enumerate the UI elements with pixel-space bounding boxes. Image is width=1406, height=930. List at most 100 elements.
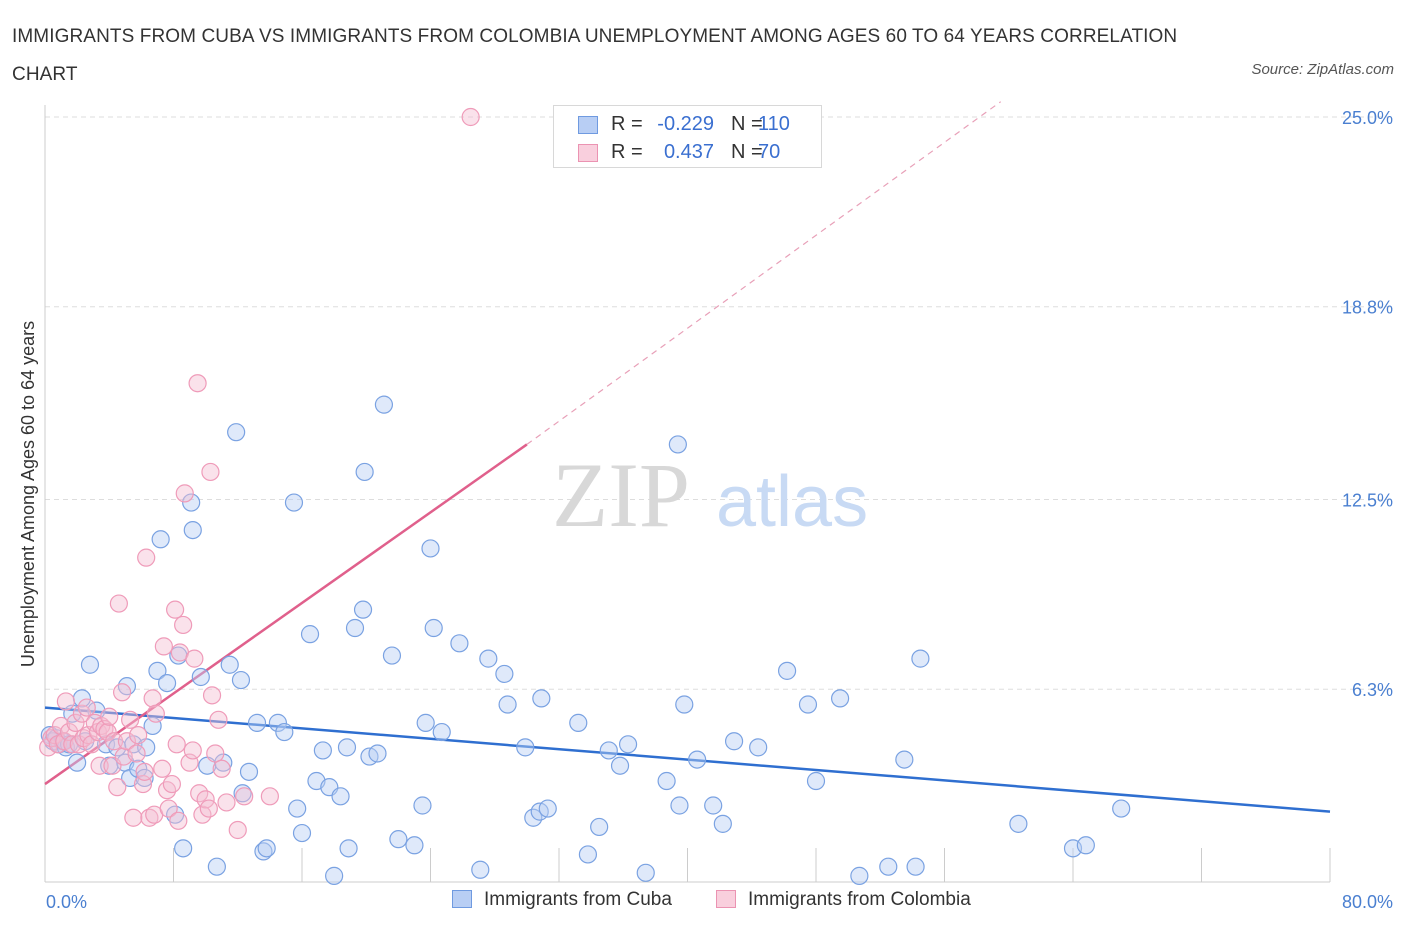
cuba-point (599, 741, 618, 760)
legend-r-label: R = (611, 113, 643, 135)
cuba-point (207, 857, 226, 876)
cuba-point (911, 649, 930, 668)
colombia-point (235, 787, 254, 806)
cuba-point (424, 618, 443, 638)
x-tick-label: 0.0% (46, 892, 87, 912)
colombia-point (117, 732, 137, 751)
x-tick-label: 80.0% (1342, 892, 1393, 912)
correlation-legend: R = -0.229 N = 110 R = 0.437 N = 70 (553, 105, 822, 168)
colombia-point (199, 799, 218, 818)
cuba-point (516, 738, 535, 757)
colombia-point (183, 741, 202, 760)
cuba-point (292, 823, 312, 843)
colombia-point (206, 744, 225, 763)
cuba-point (657, 771, 676, 791)
cuba-point (374, 395, 394, 414)
cuba-point (688, 750, 707, 769)
cuba-point (313, 741, 332, 760)
colombia-point (143, 689, 162, 708)
colombia-point (109, 594, 128, 613)
cuba-point (416, 713, 435, 732)
watermark-zip: ZIP (552, 444, 690, 546)
cuba-point (798, 695, 818, 714)
cuba-point (117, 677, 137, 696)
cuba-point (353, 600, 373, 619)
y-tick-label: 18.8% (1342, 298, 1393, 318)
cuba-point (345, 618, 365, 638)
cuba-point (749, 738, 768, 757)
cuba-point (450, 634, 469, 653)
legend-n-value: 70 (758, 141, 781, 163)
y-tick-label: 6.3% (1352, 680, 1393, 700)
cuba-point (68, 753, 87, 772)
cuba-point (806, 771, 826, 791)
colombia-point (166, 600, 185, 619)
legend-n-value: 110 (758, 113, 790, 135)
colombia-point (175, 484, 194, 503)
cuba-point (254, 842, 273, 861)
cuba-point (135, 768, 154, 788)
cuba-point (157, 673, 177, 693)
axes-layer (44, 105, 1331, 883)
colombia-point (212, 759, 231, 778)
cuba-point (724, 732, 744, 751)
bottom-legend-cuba: Immigrants from Cuba (452, 889, 672, 911)
cuba-legend-label: Immigrants from Cuba (484, 889, 672, 910)
colombia-point (202, 686, 222, 705)
colombia-point (167, 735, 186, 754)
cuba-trend-line (44, 706, 1331, 813)
watermark: ZIP atlas (552, 444, 868, 546)
colombia-point (63, 735, 82, 754)
cuba-point (590, 817, 609, 837)
colombia-point (72, 704, 92, 723)
tick-labels: 6.3% 12.5% 18.8% 25.0% 0.0% 80.0% (46, 108, 1393, 912)
cuba-point (413, 796, 432, 815)
colombia-point (112, 683, 132, 702)
cuba-point (247, 713, 267, 732)
cuba-point (713, 814, 732, 833)
colombia-point (56, 692, 75, 711)
cuba-point (432, 722, 451, 742)
colombia-point (201, 462, 220, 482)
colombia-point (154, 637, 173, 656)
cuba-point (382, 646, 402, 665)
cuba-point (850, 866, 869, 885)
colombia-legend-label: Immigrants from Colombia (748, 889, 971, 910)
cuba-point (148, 661, 167, 680)
cuba-point (151, 530, 170, 549)
cuba-point (471, 860, 490, 879)
cuba-legend-swatch (452, 890, 472, 908)
y-tick-label: 12.5% (1342, 491, 1393, 511)
cuba-point (879, 857, 898, 876)
cuba-point (1112, 799, 1131, 818)
cuba-point (337, 738, 357, 757)
cuba-point (670, 796, 689, 815)
cuba-point (239, 762, 259, 781)
cuba-point (495, 664, 514, 684)
colombia-point (185, 649, 204, 668)
grid-layer (45, 116, 1395, 690)
y-tick-label: 25.0% (1342, 108, 1393, 128)
cuba-point (288, 799, 307, 818)
colombia-point (260, 787, 279, 806)
cuba-point (257, 839, 276, 858)
cuba-point (268, 713, 288, 732)
colombia-point (121, 710, 140, 729)
colombia-swatch (578, 144, 598, 162)
points-layer (39, 107, 1131, 885)
cuba-point (421, 539, 440, 558)
bottom-legend-colombia: Immigrants from Colombia (716, 889, 971, 911)
legend-n-label: N = (731, 141, 763, 163)
colombia-point (137, 548, 156, 567)
colombia-point (174, 615, 193, 635)
colombia-point (108, 778, 127, 797)
colombia-point (159, 799, 178, 818)
cuba-point (331, 787, 350, 806)
cuba-point (231, 670, 251, 690)
cuba-point (895, 750, 914, 769)
cuba-point (182, 493, 201, 512)
legend-n-label: N = (731, 113, 763, 135)
colombia-point (77, 698, 96, 717)
colombia-point (66, 713, 85, 732)
cuba-point (191, 667, 210, 687)
